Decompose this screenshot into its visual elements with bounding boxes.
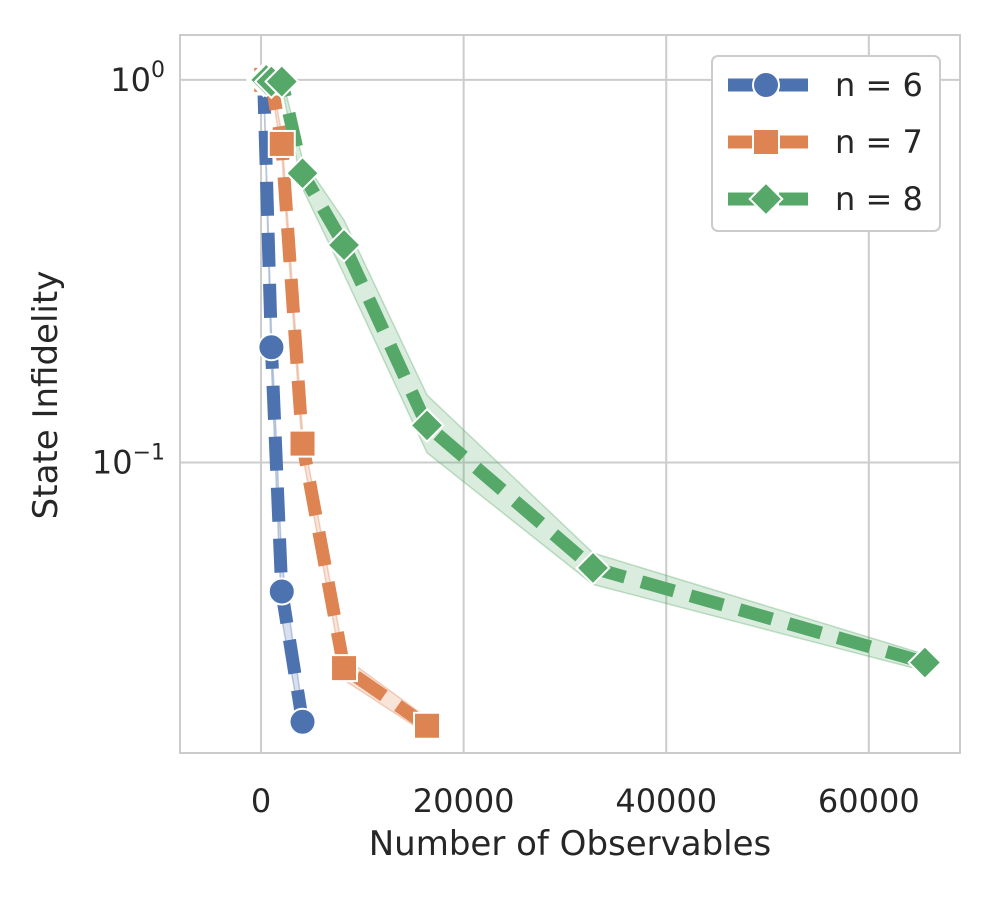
legend: n = 6 n = 7 n = 8 (711, 55, 941, 232)
legend-label: n = 8 (835, 180, 923, 218)
y-tick-label: 100 (110, 58, 165, 99)
series-line-1 (257, 79, 309, 723)
data-point-diamond (907, 644, 943, 681)
data-point-square (330, 654, 359, 683)
legend-label: n = 7 (835, 123, 923, 161)
data-point-square (288, 429, 317, 458)
data-point-diamond (264, 63, 300, 100)
data-point-diamond (575, 550, 611, 586)
series-markers (245, 62, 943, 740)
legend-label: n = 6 (835, 66, 923, 104)
legend-marker-square (752, 128, 780, 156)
data-point-diamond (409, 407, 445, 444)
y-axis-label: State Infidelity (26, 271, 66, 520)
data-point-diamond (284, 155, 321, 191)
legend-entries: n = 6 n = 7 n = 8 (728, 66, 923, 218)
y-tick-label: 10−1 (92, 440, 165, 481)
data-point-square (267, 129, 296, 158)
x-tick-label: 40000 (615, 782, 717, 820)
data-point-circle (257, 333, 286, 362)
legend-marker-diamond (748, 181, 784, 217)
x-tick-label: 20000 (413, 782, 515, 820)
data-point-circle (288, 707, 317, 736)
x-axis-label: Number of Observables (369, 824, 772, 864)
data-point-circle (267, 577, 296, 606)
x-tick-label: 0 (251, 782, 271, 820)
data-point-diamond (326, 227, 362, 263)
tick-labels: 0 20000 40000 60000 100 10−1 (92, 58, 920, 820)
x-tick-label: 60000 (818, 782, 920, 820)
plot-frame (179, 34, 961, 754)
legend-marker-circle (752, 71, 780, 99)
data-point-square (413, 711, 442, 740)
